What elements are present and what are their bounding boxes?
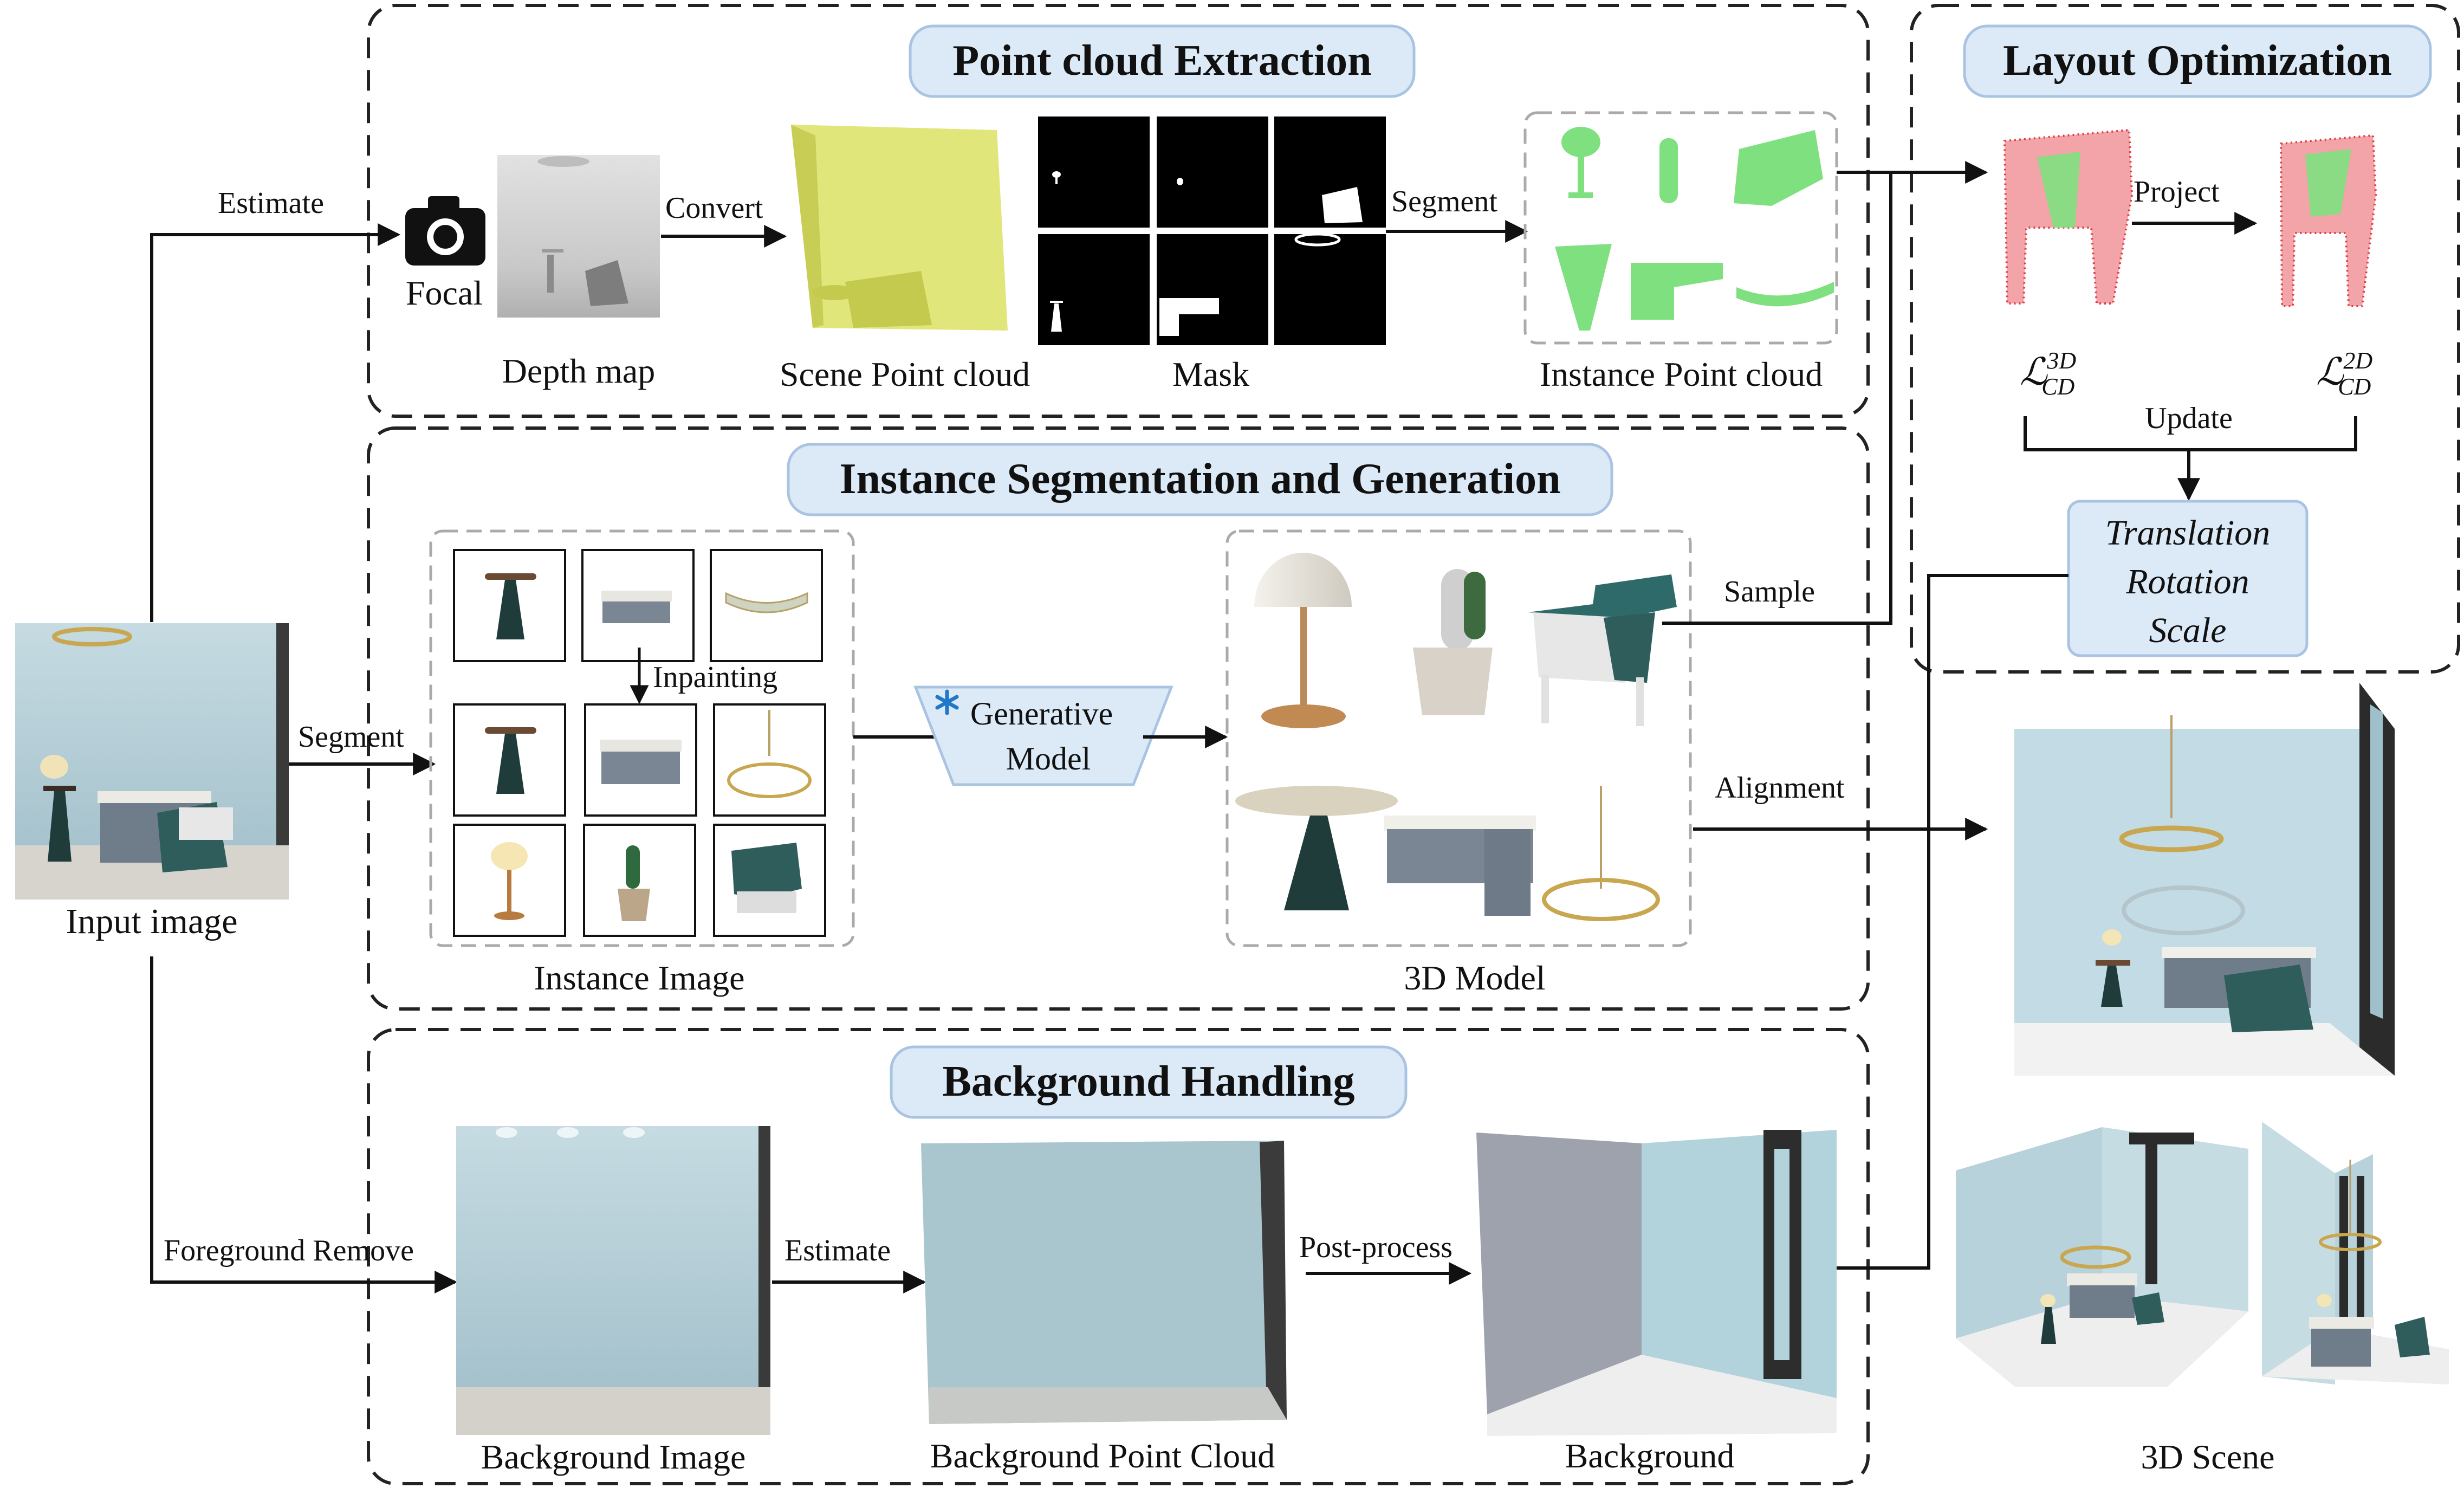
3d-scene-main <box>2014 683 2395 1076</box>
background-image <box>456 1126 770 1435</box>
segment-top-label: Segment <box>1391 185 1497 218</box>
background-point-cloud-caption: Background Point Cloud <box>930 1437 1275 1475</box>
alignment-label: Alignment <box>1715 771 1845 805</box>
point-cloud-3d-chair <box>2003 128 2134 305</box>
generative-model-box <box>913 685 1173 786</box>
point-cloud-title: Point cloud Extraction <box>952 37 1371 85</box>
estimate-bottom-label: Estimate <box>784 1234 891 1267</box>
background-caption: Background <box>1565 1437 1735 1475</box>
segment-mid-label: Segment <box>298 720 404 754</box>
focal-label: Focal <box>406 274 483 312</box>
input-image <box>15 623 289 900</box>
background-handling-title: Background Handling <box>942 1058 1354 1105</box>
instance-point-cloud-image <box>1523 111 1838 345</box>
instance-segmentation-section <box>367 426 1870 1011</box>
depth-map-caption: Depth map <box>502 352 656 390</box>
estimate-arrow <box>150 223 401 622</box>
3d-scene-caption: 3D Scene <box>2141 1438 2274 1476</box>
3d-model-caption: 3D Model <box>1404 959 1545 997</box>
post-process-label: Post-process <box>1299 1231 1453 1264</box>
background-image-processed <box>1476 1130 1837 1436</box>
loss-2d: ℒ2D CD <box>2316 347 2372 400</box>
transform-box <box>2067 500 2309 657</box>
instance-point-cloud-caption: Instance Point cloud <box>1540 355 1823 393</box>
mask-grid <box>1038 117 1386 345</box>
rotation-label: Rotation <box>2125 562 2249 601</box>
foreground-remove-label: Foreground Remove <box>164 1234 414 1267</box>
translation-label: Translation <box>2105 513 2270 553</box>
scene-point-cloud-caption: Scene Point cloud <box>780 355 1030 393</box>
scene-point-cloud-image <box>791 125 1008 331</box>
layout-optimization-section <box>1910 4 2460 674</box>
background-handling-section <box>367 1028 1870 1485</box>
convert-label: Convert <box>665 191 763 225</box>
background-image-caption: Background Image <box>481 1438 746 1476</box>
transform-to-scene-line <box>1836 574 2069 1270</box>
3d-scene-view-right <box>2262 1122 2449 1385</box>
depth-map-image <box>497 155 660 318</box>
project-label: Project <box>2134 175 2220 209</box>
instance-image-caption: Instance Image <box>534 959 744 997</box>
input-image-caption: Input image <box>66 902 237 941</box>
scale-label: Scale <box>2149 611 2227 650</box>
snowflake-icon <box>935 689 959 715</box>
estimate-label: Estimate <box>218 186 324 220</box>
3d-scene-view-left <box>1956 1127 2248 1387</box>
foreground-remove-arrow <box>150 956 458 1293</box>
camera-icon <box>405 196 485 266</box>
point-cloud-2d-chair <box>2279 134 2377 307</box>
point-cloud-section <box>367 4 1870 418</box>
3d-model-grid <box>1225 529 1692 947</box>
layout-optimization-title: Layout Optimization <box>2003 37 2392 85</box>
instance-segmentation-title: Instance Segmentation and Generation <box>839 455 1560 503</box>
mask-caption: Mask <box>1172 355 1249 393</box>
loss-3d: ℒ3D CD <box>2020 347 2076 400</box>
update-label: Update <box>2145 402 2233 435</box>
sample-line <box>1662 172 1892 625</box>
inpainting-label: Inpainting <box>653 661 777 694</box>
instance-image-grid <box>429 529 855 947</box>
sample-label: Sample <box>1724 575 1815 609</box>
background-point-cloud-image <box>921 1141 1287 1424</box>
generative-model-label: Generative Model <box>970 696 1121 777</box>
